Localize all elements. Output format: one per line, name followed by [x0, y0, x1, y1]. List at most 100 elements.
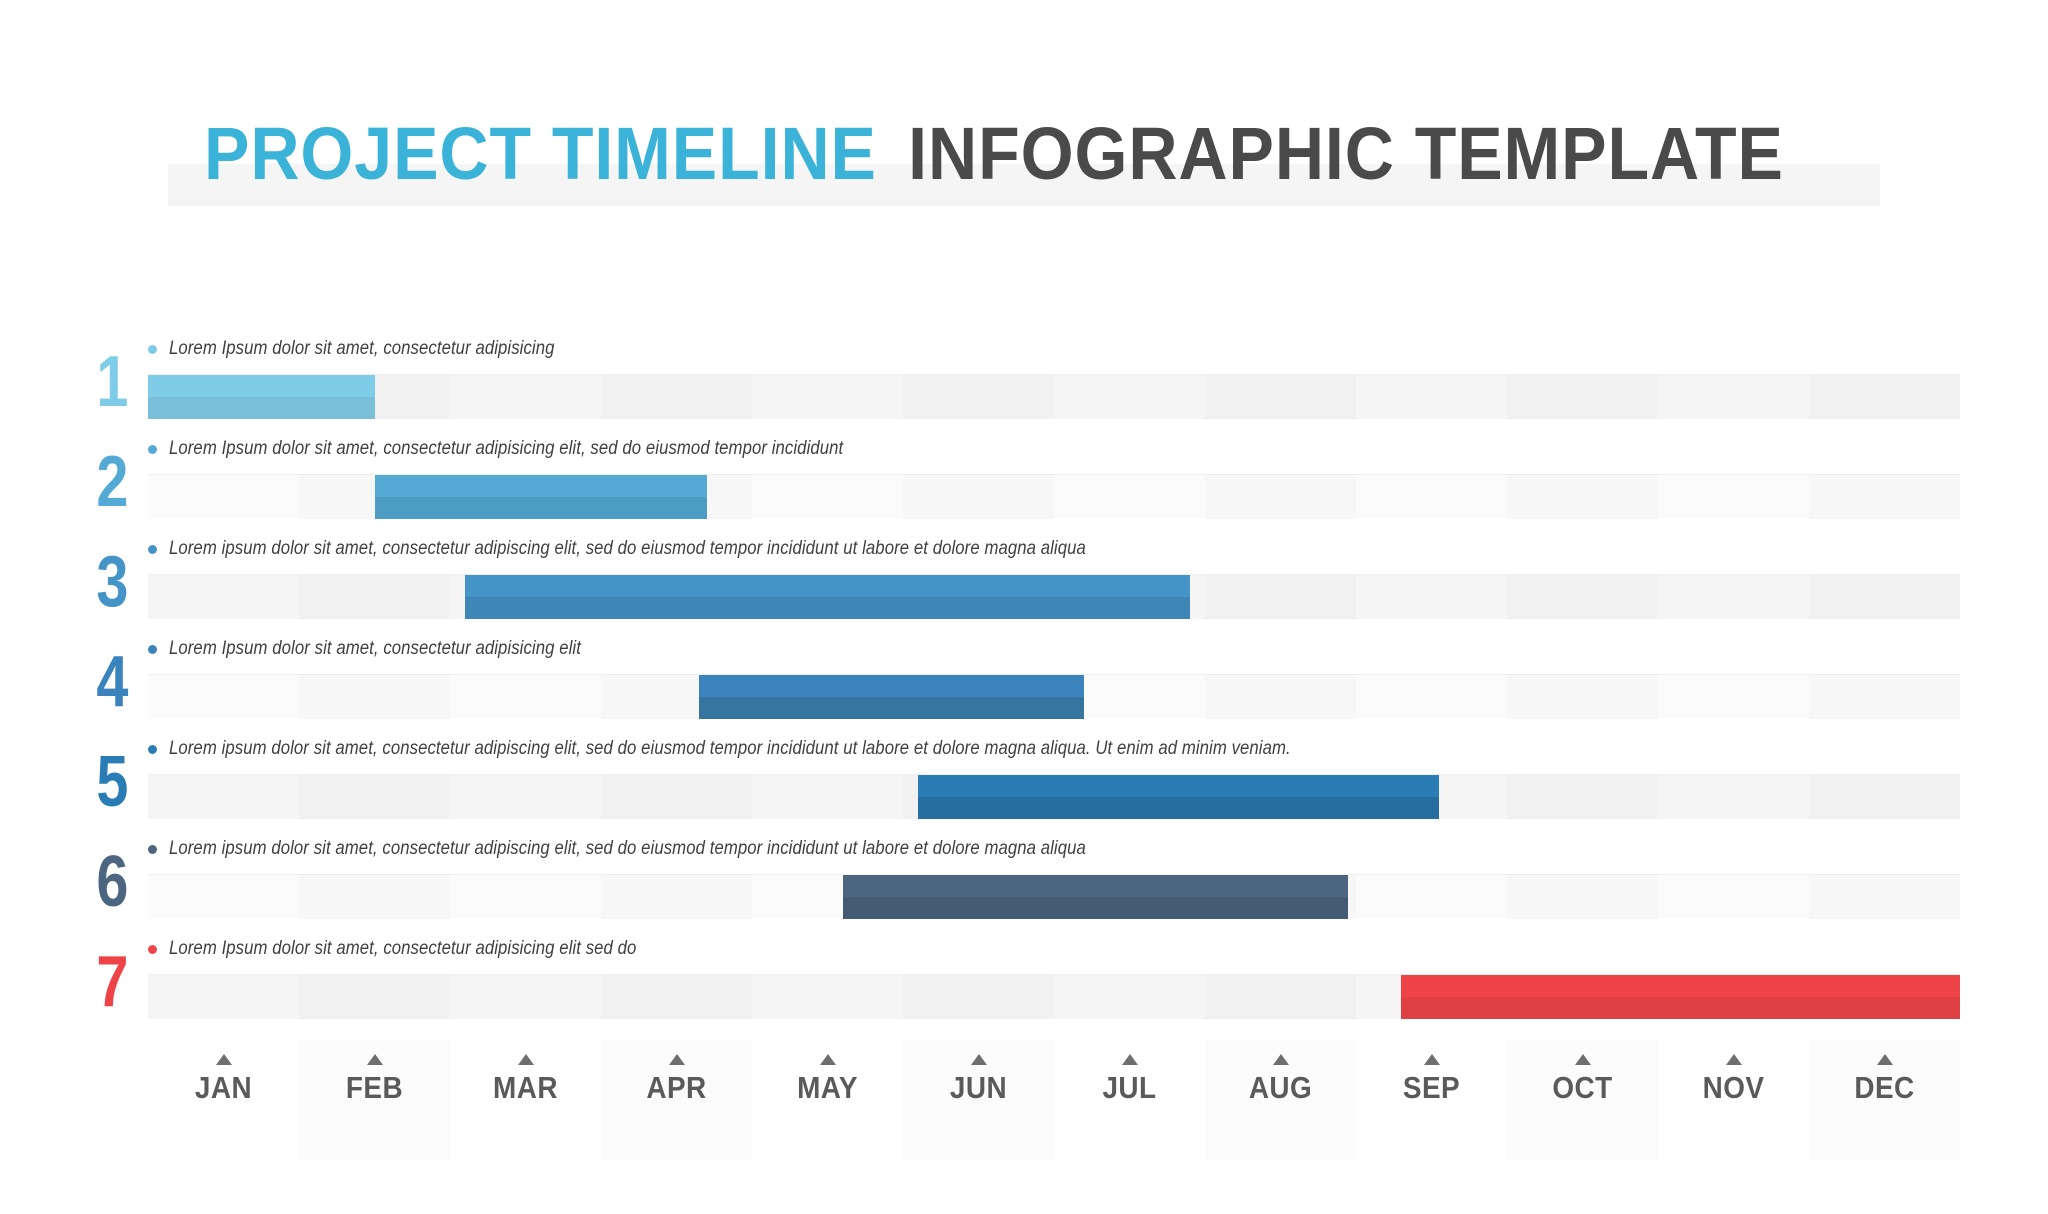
timeline-bar[interactable] — [842, 875, 1349, 919]
axis-month-label: APR — [646, 1070, 707, 1105]
timeline-bar[interactable] — [465, 575, 1190, 619]
row-label: Lorem Ipsum dolor sit amet, consectetur … — [148, 436, 935, 462]
row-label: Lorem ipsum dolor sit amet, consectetur … — [148, 736, 1444, 762]
axis-month-cell[interactable]: SEP — [1356, 1040, 1507, 1160]
timeline-track — [148, 774, 1960, 819]
month-column — [299, 675, 450, 719]
triangle-up-icon — [517, 1054, 534, 1065]
timeline-bar[interactable] — [374, 475, 707, 519]
month-column — [450, 675, 601, 719]
month-column — [1658, 475, 1809, 519]
axis-month-label: OCT — [1552, 1070, 1613, 1105]
month-column — [1809, 575, 1960, 619]
row-number: 7 — [96, 942, 128, 1022]
month-column — [903, 475, 1054, 519]
row-number: 2 — [96, 442, 128, 522]
timeline-row: 1 Lorem Ipsum dolor sit amet, consectetur… — [0, 330, 2048, 430]
axis-month-cell[interactable]: MAY — [752, 1040, 903, 1160]
month-column — [1356, 875, 1507, 919]
page-title: PROJECT TIMELINE INFOGRAPHIC TEMPLATE — [0, 104, 2048, 224]
month-column — [148, 475, 299, 519]
timeline-row: 3 Lorem ipsum dolor sit amet, consectetur… — [0, 530, 2048, 630]
axis-month-label: AUG — [1248, 1070, 1313, 1105]
row-number: 1 — [96, 342, 128, 422]
timeline-bar[interactable] — [918, 775, 1440, 819]
month-column — [1658, 875, 1809, 919]
triangle-up-icon — [668, 1054, 685, 1065]
timeline-track — [148, 474, 1960, 519]
bar-top-segment — [842, 875, 1349, 897]
timeline-track — [148, 574, 1960, 619]
month-column — [903, 375, 1054, 419]
month-column — [1356, 575, 1507, 619]
axis-month-cell[interactable]: NOV — [1658, 1040, 1809, 1160]
axis-month-cell[interactable]: MAR — [450, 1040, 601, 1160]
timeline-track — [148, 974, 1960, 1019]
axis-month-label: FEB — [345, 1070, 404, 1105]
row-number: 4 — [96, 642, 128, 722]
bar-top-segment — [374, 475, 707, 497]
month-column — [450, 975, 601, 1019]
axis-month-cell[interactable]: DEC — [1809, 1040, 1960, 1160]
month-column — [1658, 375, 1809, 419]
timeline-track — [148, 374, 1960, 419]
bar-bottom-segment — [918, 797, 1440, 819]
triangle-up-icon — [819, 1054, 836, 1065]
axis-month-cell[interactable]: AUG — [1205, 1040, 1356, 1160]
bar-bottom-segment — [148, 397, 375, 419]
bar-bottom-segment — [842, 897, 1349, 919]
month-column — [1809, 475, 1960, 519]
bar-top-segment — [148, 375, 375, 397]
triangle-up-icon — [1725, 1054, 1742, 1065]
month-column — [1507, 875, 1658, 919]
axis-month-cell[interactable]: JAN — [148, 1040, 299, 1160]
timeline-bar[interactable] — [1401, 975, 1960, 1019]
bullet-dot-icon — [148, 544, 157, 554]
axis-month-label: SEP — [1402, 1070, 1461, 1105]
bullet-dot-icon — [148, 944, 157, 954]
timeline-bar[interactable] — [699, 675, 1085, 719]
month-column — [1507, 375, 1658, 419]
axis-month-cell[interactable]: JUL — [1054, 1040, 1205, 1160]
month-column — [1054, 475, 1205, 519]
month-column — [148, 575, 299, 619]
month-column — [752, 975, 903, 1019]
month-column — [1507, 775, 1658, 819]
month-column — [1658, 575, 1809, 619]
month-column — [1054, 375, 1205, 419]
title-background-band — [168, 164, 1880, 206]
triangle-up-icon — [1574, 1054, 1591, 1065]
month-column — [1658, 775, 1809, 819]
row-label: Lorem ipsum dolor sit amet, consectetur … — [148, 836, 1211, 862]
triangle-up-icon — [1876, 1054, 1893, 1065]
bullet-dot-icon — [148, 744, 157, 754]
month-column — [1809, 375, 1960, 419]
row-description: Lorem Ipsum dolor sit amet, consectetur … — [169, 338, 555, 359]
triangle-up-icon — [1272, 1054, 1289, 1065]
month-column — [1205, 575, 1356, 619]
bar-bottom-segment — [699, 697, 1085, 719]
month-columns — [148, 375, 1960, 419]
month-column — [1507, 475, 1658, 519]
month-column — [752, 475, 903, 519]
month-column — [1205, 475, 1356, 519]
triangle-up-icon — [215, 1054, 232, 1065]
bullet-dot-icon — [148, 844, 157, 854]
timeline-row: 2 Lorem Ipsum dolor sit amet, consectetur… — [0, 430, 2048, 530]
axis-month-label: MAR — [493, 1070, 558, 1105]
month-column — [752, 775, 903, 819]
row-label: Lorem ipsum dolor sit amet, consectetur … — [148, 536, 1211, 562]
month-column — [1356, 675, 1507, 719]
axis-month-cell[interactable]: JUN — [903, 1040, 1054, 1160]
title-main-text: INFOGRAPHIC TEMPLATE — [908, 112, 1784, 195]
month-column — [752, 375, 903, 419]
axis-month-cell[interactable]: APR — [601, 1040, 752, 1160]
axis-month-cell[interactable]: OCT — [1507, 1040, 1658, 1160]
row-number: 6 — [96, 842, 128, 922]
triangle-up-icon — [366, 1054, 383, 1065]
timeline-bar[interactable] — [148, 375, 375, 419]
month-axis: JAN FEB MAR APR MAY JUN JUL AUG SEP OCT NOV DEC — [148, 1040, 1960, 1160]
row-label: Lorem Ipsum dolor sit amet, consectetur … — [148, 936, 700, 962]
timeline-row: 6 Lorem ipsum dolor sit amet, consectetur… — [0, 830, 2048, 930]
axis-month-cell[interactable]: FEB — [299, 1040, 450, 1160]
